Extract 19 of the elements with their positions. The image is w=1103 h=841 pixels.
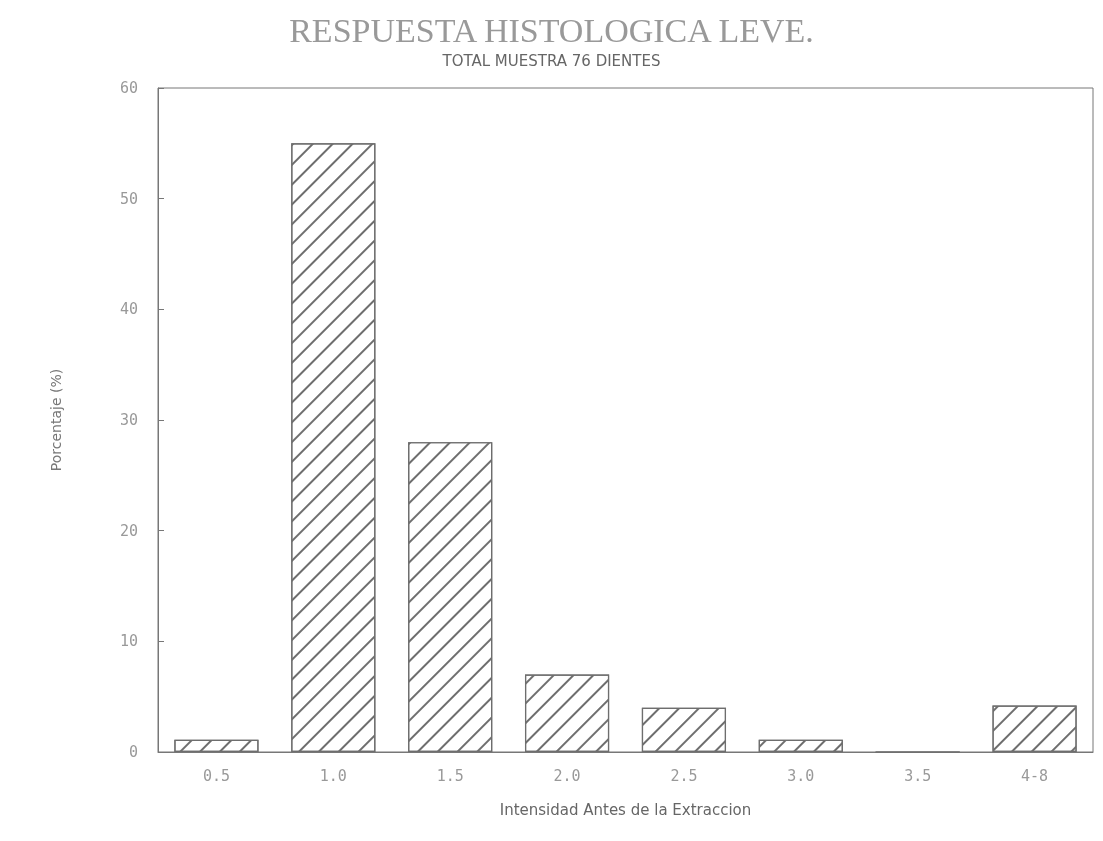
x-tick-label: 2.5 bbox=[670, 766, 698, 785]
x-tick-label: 0.5 bbox=[202, 766, 230, 785]
chart-title: RESPUESTA HISTOLOGICA LEVE. bbox=[289, 11, 814, 49]
x-tick-label: 4-8 bbox=[1021, 766, 1049, 785]
x-axis-title: Intensidad Antes de la Extraccion bbox=[499, 800, 752, 819]
y-axis-title: Porcentaje (%) bbox=[48, 368, 64, 472]
y-tick-label: 60 bbox=[119, 79, 138, 97]
x-tick-label: 1.5 bbox=[436, 766, 464, 785]
x-tick-label: 2.0 bbox=[553, 766, 581, 785]
y-tick-label: 40 bbox=[119, 300, 138, 319]
y-tick-label: 50 bbox=[119, 189, 138, 208]
chart-subtitle: TOTAL MUESTRA 76 DIENTES bbox=[441, 51, 661, 70]
y-tick-label: 0 bbox=[128, 743, 138, 761]
x-tick-label: 3.0 bbox=[787, 766, 815, 785]
y-tick-label: 30 bbox=[119, 411, 138, 429]
y-tick-label: 10 bbox=[119, 632, 138, 651]
x-tick-label: 1.0 bbox=[319, 766, 347, 785]
x-tick-label: 3.5 bbox=[904, 766, 932, 785]
y-tick-label: 20 bbox=[119, 521, 138, 540]
